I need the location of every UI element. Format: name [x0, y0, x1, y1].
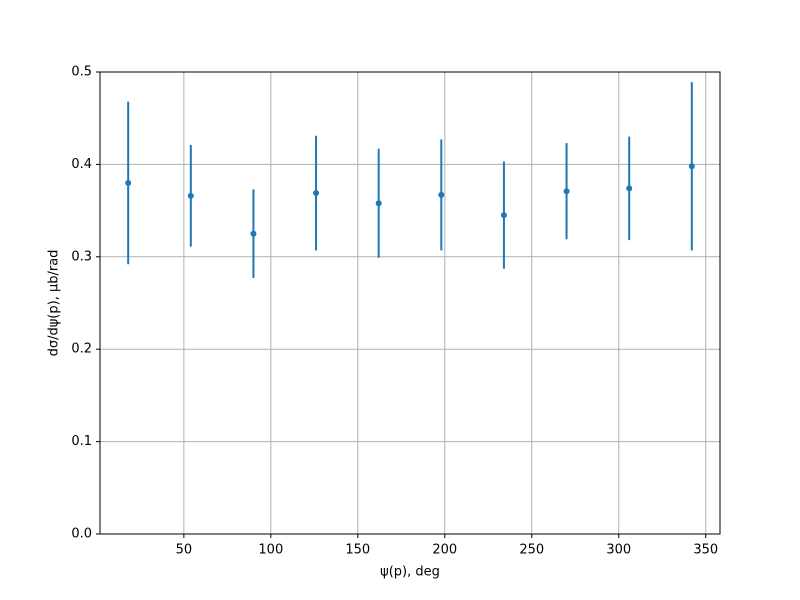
x-tick-label: 300 — [606, 543, 631, 558]
y-tick-label: 0.1 — [71, 434, 92, 449]
y-axis-label: dσ/dψ(p), μb/rad — [47, 250, 62, 357]
y-tick-label: 0.5 — [71, 65, 92, 80]
y-tick-label: 0.2 — [71, 342, 92, 357]
data-point — [563, 188, 570, 195]
data-point — [187, 192, 194, 199]
x-axis-label: ψ(p), deg — [380, 565, 440, 580]
x-tick-label: 50 — [176, 543, 193, 558]
plot-frame — [99, 71, 721, 535]
data-point — [500, 212, 507, 219]
x-tick-label: 350 — [693, 543, 718, 558]
data-point — [438, 191, 445, 198]
y-tick-label: 0.0 — [71, 527, 92, 542]
y-tick-label: 0.4 — [71, 157, 92, 172]
data-point — [626, 185, 633, 192]
data-point — [250, 230, 257, 237]
data-point — [688, 163, 695, 170]
y-tick-label: 0.3 — [71, 249, 92, 264]
x-tick-label: 100 — [258, 543, 283, 558]
data-point — [125, 179, 132, 186]
x-tick-label: 200 — [432, 543, 457, 558]
x-tick-label: 150 — [345, 543, 370, 558]
x-tick-label: 250 — [519, 543, 544, 558]
data-point — [313, 190, 320, 197]
data-point — [375, 200, 382, 207]
